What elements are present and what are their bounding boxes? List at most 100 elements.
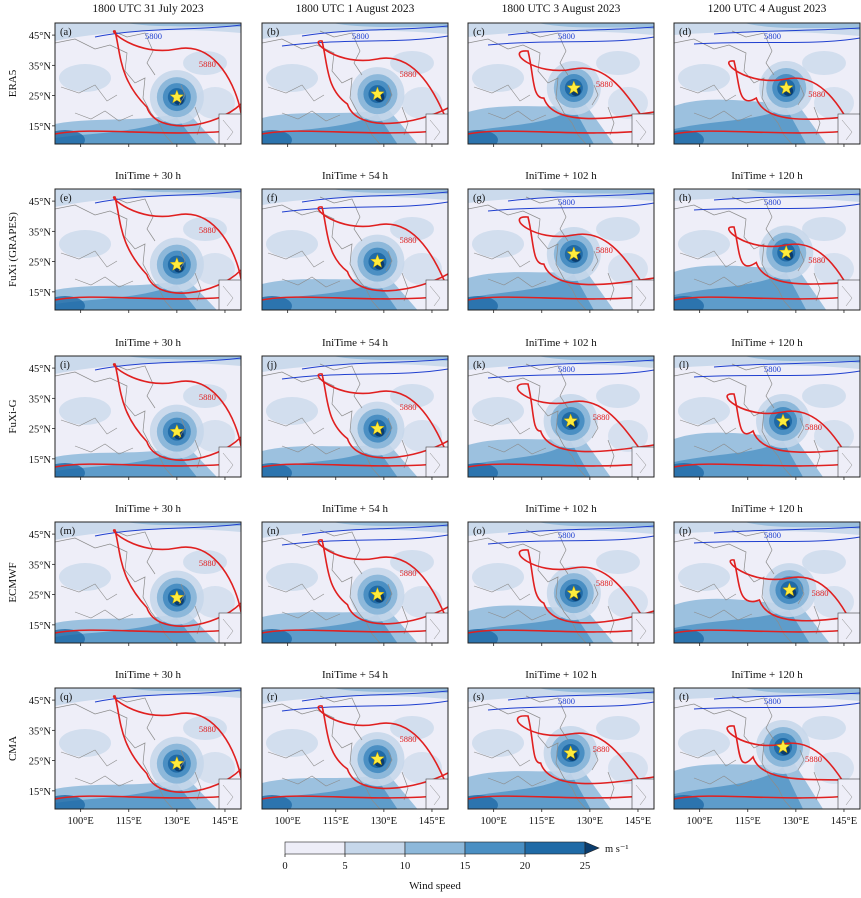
geopotential-5880-contour bbox=[55, 628, 241, 634]
province-border bbox=[267, 250, 325, 268]
panel-subtitle: IniTime + 30 h bbox=[115, 669, 182, 681]
inset-coastline bbox=[841, 618, 853, 640]
coastline bbox=[591, 84, 599, 106]
map-panel: 5880 5800 (h) bbox=[673, 188, 861, 313]
province-border bbox=[487, 775, 547, 787]
panel-frame bbox=[54, 687, 242, 810]
province-border bbox=[693, 609, 753, 621]
coastline bbox=[401, 106, 409, 136]
lat-tick-label: 25°N bbox=[29, 258, 52, 269]
country-border bbox=[319, 196, 363, 242]
coastline bbox=[591, 417, 599, 439]
province-border bbox=[693, 276, 753, 288]
coastline bbox=[607, 272, 615, 302]
wind-band-north-core bbox=[332, 522, 448, 527]
wind-band-south-core bbox=[674, 610, 810, 643]
wind-band-south-core bbox=[674, 441, 804, 477]
lon-tick-label: 115°E bbox=[116, 816, 142, 827]
storm-center-marker bbox=[566, 80, 582, 95]
panel-frame bbox=[261, 687, 449, 810]
wind-band-north-core bbox=[332, 23, 448, 28]
coastline bbox=[813, 771, 821, 801]
inset-coastline bbox=[635, 285, 647, 307]
contour-label-blue: 5800 bbox=[764, 530, 781, 540]
geopotential-blue-contour bbox=[94, 24, 241, 38]
panel-letter: (s) bbox=[473, 692, 485, 703]
lat-tick-label: 45°N bbox=[29, 696, 52, 707]
wind-band-north-core bbox=[744, 356, 860, 363]
country-border bbox=[112, 30, 156, 76]
lon-tick-label: 145°E bbox=[212, 816, 238, 827]
geopotential-5880-contour bbox=[55, 129, 241, 135]
wind-patch bbox=[183, 550, 227, 574]
lon-tick-label: 145°E bbox=[831, 816, 857, 827]
wind-patch bbox=[814, 253, 854, 285]
geopotential-blue-contour bbox=[693, 203, 860, 211]
lon-tick-label: 130°E bbox=[783, 816, 809, 827]
wind-patch bbox=[59, 230, 111, 258]
panel-letter: (b) bbox=[267, 27, 280, 38]
wind-band-south-core bbox=[674, 272, 807, 310]
map-panel-content: 5880 5800 bbox=[674, 356, 860, 477]
geopotential-5880-contour bbox=[674, 462, 860, 468]
storm-center-marker bbox=[169, 589, 185, 604]
contour-label-blue: 5800 bbox=[558, 696, 575, 706]
contour-label-5880: 5880 bbox=[199, 225, 216, 235]
geopotential-5880-contour bbox=[317, 539, 448, 625]
geopotential-blue-contour bbox=[281, 35, 448, 47]
geopotential-5880-contour bbox=[674, 628, 860, 634]
country-border bbox=[674, 703, 793, 809]
coastline bbox=[178, 583, 186, 605]
lon-tick-label: 100°E bbox=[686, 816, 712, 827]
panel-subtitle: IniTime + 54 h bbox=[322, 669, 389, 681]
wind-patch bbox=[678, 563, 730, 591]
contour-label-5880: 5880 bbox=[199, 59, 216, 69]
map-panel: 5880 (m) bbox=[54, 521, 242, 646]
wind-patch bbox=[402, 420, 442, 452]
province-border bbox=[487, 110, 547, 122]
geopotential-blue-contour bbox=[507, 192, 654, 202]
coastline bbox=[797, 749, 805, 771]
contour-label-blue: 5800 bbox=[764, 31, 781, 41]
geopotential-blue-contour bbox=[507, 359, 654, 369]
wind-patch bbox=[402, 586, 442, 618]
lat-tick-label: 45°N bbox=[29, 530, 52, 541]
inset-coastline bbox=[222, 784, 234, 806]
panel-letter: (o) bbox=[473, 526, 486, 537]
province-border bbox=[281, 110, 341, 122]
map-panel-content: 5880 bbox=[55, 522, 241, 643]
geopotential-5880-contour bbox=[518, 216, 654, 300]
wind-band-north bbox=[55, 688, 241, 706]
inset-map bbox=[425, 612, 448, 643]
map-panel: 5880 5800 (a) bbox=[54, 22, 242, 147]
geopotential-blue-contour bbox=[713, 193, 860, 201]
contour-label-blue: 5800 bbox=[145, 31, 162, 41]
contour-label-blue: 5800 bbox=[558, 197, 575, 207]
map-panel-content: 5880 5800 bbox=[262, 23, 448, 144]
country-border bbox=[262, 38, 381, 144]
wind-patch bbox=[59, 64, 111, 92]
panel-letter: (r) bbox=[267, 692, 278, 703]
panel-letter: (a) bbox=[60, 27, 72, 38]
geopotential-blue-contour bbox=[693, 37, 860, 45]
province-border bbox=[693, 775, 753, 787]
geopotential-5880-contour bbox=[262, 462, 448, 468]
province-border bbox=[693, 110, 753, 122]
wind-patch bbox=[802, 51, 846, 75]
geopotential-5880-contour bbox=[317, 40, 448, 125]
wind-band-north-core bbox=[125, 356, 241, 360]
colorbar-segment bbox=[284, 841, 346, 855]
wind-patch bbox=[195, 420, 235, 452]
inset-map bbox=[425, 778, 448, 809]
geopotential-blue-contour bbox=[281, 700, 448, 712]
panel-letter: (p) bbox=[679, 526, 692, 537]
coastline bbox=[813, 439, 821, 469]
province-border bbox=[487, 443, 547, 455]
geopotential-blue-contour bbox=[713, 692, 860, 700]
wind-patch bbox=[266, 397, 318, 425]
contour-label-5880: 5880 bbox=[596, 79, 613, 89]
wind-patch bbox=[802, 217, 846, 241]
contour-label-5880: 5880 bbox=[593, 412, 610, 422]
column-header: 1800 UTC 3 August 2023 bbox=[502, 3, 621, 15]
